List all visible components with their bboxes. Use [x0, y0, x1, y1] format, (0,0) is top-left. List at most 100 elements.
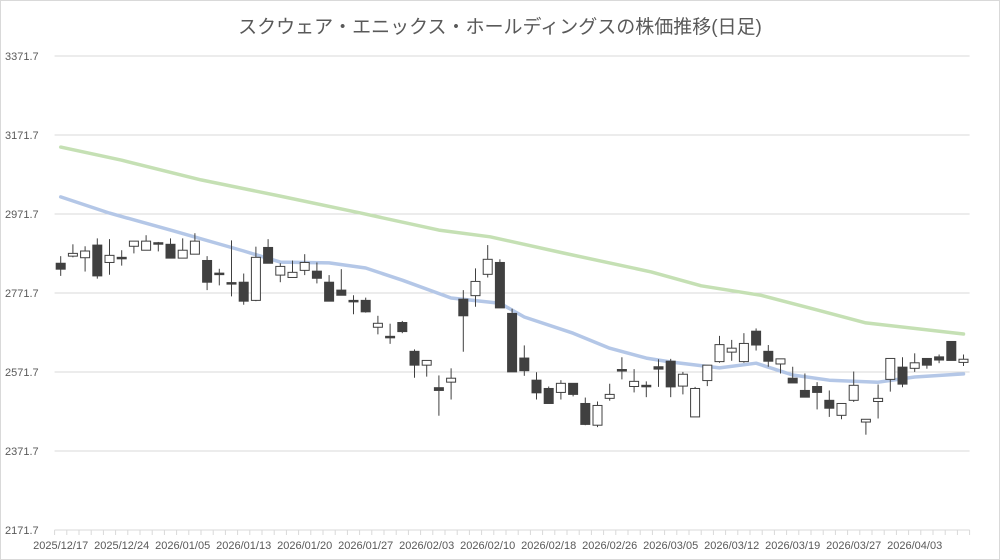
- candle-bullish: [775, 358, 786, 365]
- candle-bearish: [202, 259, 213, 283]
- x-tick-label: 2025/12/24: [94, 540, 149, 552]
- moving-average-line: [58, 145, 966, 336]
- x-tick-label: 2026/01/13: [216, 540, 271, 552]
- candle-bearish: [226, 282, 237, 285]
- candle-bullish: [604, 393, 615, 399]
- candle-bearish: [360, 299, 371, 313]
- candle-bearish: [55, 262, 66, 270]
- candle-bearish: [409, 350, 420, 366]
- candle-bearish: [799, 389, 810, 398]
- x-tick-label: 2026/02/10: [460, 540, 515, 552]
- x-tick-label: 2026/04/03: [887, 540, 942, 552]
- candle-bearish: [665, 360, 676, 388]
- candle-bearish: [433, 387, 444, 391]
- y-tick-label: 2771.7: [5, 288, 39, 300]
- candle-bullish: [128, 240, 139, 247]
- y-tick-label: 2571.7: [5, 367, 39, 379]
- candle-bullish: [592, 404, 603, 426]
- y-tick-label: 2971.7: [5, 209, 39, 221]
- candle-bullish: [67, 252, 78, 257]
- candle-bearish: [653, 366, 664, 370]
- candle-bullish: [104, 254, 115, 263]
- x-tick-label: 2026/03/19: [765, 540, 820, 552]
- candle-bearish: [946, 340, 957, 361]
- candle-bullish: [470, 280, 481, 297]
- candle-bullish: [446, 377, 457, 383]
- candle-bearish: [543, 387, 554, 404]
- candle-bullish: [287, 271, 298, 278]
- candle-bullish: [848, 384, 859, 401]
- candle-bullish: [177, 249, 188, 259]
- candle-bullish: [299, 261, 310, 271]
- candle-bullish: [873, 397, 884, 403]
- x-tick-label: 2026/01/05: [155, 540, 210, 552]
- y-tick-label: 3171.7: [5, 130, 39, 142]
- candle-bullish: [714, 344, 725, 363]
- candle-bullish: [690, 387, 701, 418]
- candle-bullish: [421, 359, 432, 366]
- candle-bearish: [921, 357, 932, 366]
- candle-bearish: [116, 256, 127, 260]
- candle-bearish: [153, 242, 164, 245]
- candle-bullish: [860, 418, 871, 423]
- x-tick-label: 2025/12/17: [33, 540, 88, 552]
- candle-bearish: [934, 356, 945, 361]
- x-tick-label: 2026/02/26: [582, 540, 637, 552]
- candle-bearish: [519, 357, 530, 372]
- candle-bearish: [897, 366, 908, 385]
- candle-bearish: [385, 335, 396, 339]
- y-tick-label: 3371.7: [5, 51, 39, 63]
- candle-bearish: [263, 246, 274, 264]
- candle-bearish: [336, 289, 347, 296]
- candle-bearish: [751, 330, 762, 346]
- candle-bearish: [348, 299, 359, 303]
- candle-bearish: [92, 244, 103, 277]
- moving-average-line: [58, 195, 966, 384]
- candle-bullish: [909, 362, 920, 369]
- candle-bearish: [568, 382, 579, 395]
- candle-bearish: [763, 350, 774, 362]
- candle-bearish: [824, 399, 835, 409]
- candle-bearish: [531, 379, 542, 394]
- candle-bullish: [372, 322, 383, 328]
- candle-bearish: [787, 377, 798, 384]
- candle-bullish: [555, 382, 566, 393]
- candle-bullish: [80, 250, 91, 259]
- candle-bullish: [275, 265, 286, 276]
- y-tick-label: 2171.7: [5, 525, 39, 537]
- candle-bearish: [494, 261, 505, 309]
- candle-bullish: [885, 357, 896, 380]
- candle-bearish: [616, 369, 627, 372]
- candle-bearish: [214, 272, 225, 276]
- candle-bearish: [311, 270, 322, 279]
- candle-bearish: [641, 384, 652, 388]
- candle-bullish: [189, 240, 200, 255]
- x-tick-label: 2026/02/18: [521, 540, 576, 552]
- candle-bullish: [836, 402, 847, 416]
- candle-bullish: [250, 256, 261, 301]
- candle-bullish: [726, 347, 737, 353]
- candle-bearish: [324, 281, 335, 302]
- candle-bullish: [738, 342, 749, 363]
- candle-bearish: [580, 402, 591, 425]
- candle-bearish: [812, 385, 823, 393]
- x-tick-label: 2026/03/12: [704, 540, 759, 552]
- candle-bearish: [507, 312, 518, 373]
- x-tick-label: 2026/01/27: [338, 540, 393, 552]
- candle-bullish: [141, 240, 152, 251]
- candle-bearish: [165, 243, 176, 259]
- candle-bearish: [238, 281, 249, 302]
- candle-bullish: [482, 258, 493, 275]
- candle-bullish: [702, 364, 713, 382]
- y-tick-label: 2371.7: [5, 446, 39, 458]
- chart-title: スクウェア・エニックス・ホールディングスの株価推移(日足): [238, 17, 762, 38]
- candle-bullish: [677, 373, 688, 387]
- candle-bullish: [958, 358, 969, 363]
- x-tick-label: 2026/03/05: [643, 540, 698, 552]
- candle-bearish: [397, 322, 408, 333]
- candle-bullish: [629, 380, 640, 387]
- x-tick-label: 2026/01/20: [277, 540, 332, 552]
- x-tick-label: 2026/03/27: [826, 540, 881, 552]
- candle-bearish: [458, 298, 469, 317]
